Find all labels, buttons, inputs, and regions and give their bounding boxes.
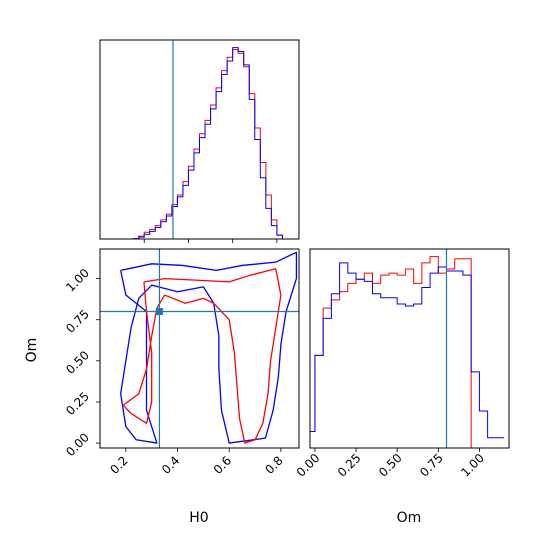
om-xtick-label-1: 0.25	[335, 451, 364, 480]
om-hist-series-1	[310, 262, 505, 439]
h0-histogram-plot-area	[100, 40, 299, 240]
joint-contour-1-0	[122, 268, 282, 444]
om-xtick-label-3: 0.75	[417, 451, 446, 480]
om-xtick-label-0: 0.00	[294, 451, 323, 480]
om-histogram-plot-area	[310, 249, 505, 449]
om-histogram-panel: 0.00 0.25 0.50 0.75 1.00 Om	[294, 248, 510, 526]
joint-frame	[99, 248, 300, 449]
h0-histogram-panel	[99, 39, 300, 243]
joint-ytick-label-3: 0.75	[63, 307, 92, 336]
joint-ylabel: Om	[24, 338, 40, 363]
joint-truth-marker	[155, 307, 163, 315]
om-xlabel: Om	[397, 510, 422, 526]
om-histogram-ticks: 0.00 0.25 0.50 0.75 1.00	[294, 448, 487, 480]
joint-ytick-label-1: 0.25	[63, 389, 92, 418]
om-hist-series-0	[310, 256, 505, 449]
om-xtick-label-2: 0.50	[376, 451, 405, 480]
joint-plot-area	[100, 249, 299, 448]
joint-contour-panel: 0.2 0.4 0.6 0.8 0.00 0.25 0.50 0.75 1.00 H0 Om	[24, 248, 300, 526]
joint-ytick-label-2: 0.50	[63, 348, 92, 377]
om-xtick-label-4: 1.00	[458, 451, 487, 480]
joint-ytick-label-4: 1.00	[63, 266, 92, 295]
joint-xtick-label-1: 0.4	[159, 453, 182, 476]
joint-ytick-label-0: 0.00	[63, 430, 92, 459]
h0-histogram-ticks	[143, 239, 278, 243]
joint-xtick-label-0: 0.2	[107, 453, 130, 476]
om-histogram-frame	[309, 248, 510, 449]
joint-contour-0-0	[120, 251, 298, 444]
joint-ticks: 0.2 0.4 0.6 0.8 0.00 0.25 0.50 0.75 1.00	[63, 266, 286, 477]
h0-histogram-frame	[99, 39, 300, 240]
h0-hist-series-1	[100, 47, 299, 240]
joint-xtick-label-3: 0.8	[262, 453, 285, 476]
joint-xlabel: H0	[189, 510, 208, 526]
joint-xtick-label-2: 0.6	[211, 453, 234, 476]
